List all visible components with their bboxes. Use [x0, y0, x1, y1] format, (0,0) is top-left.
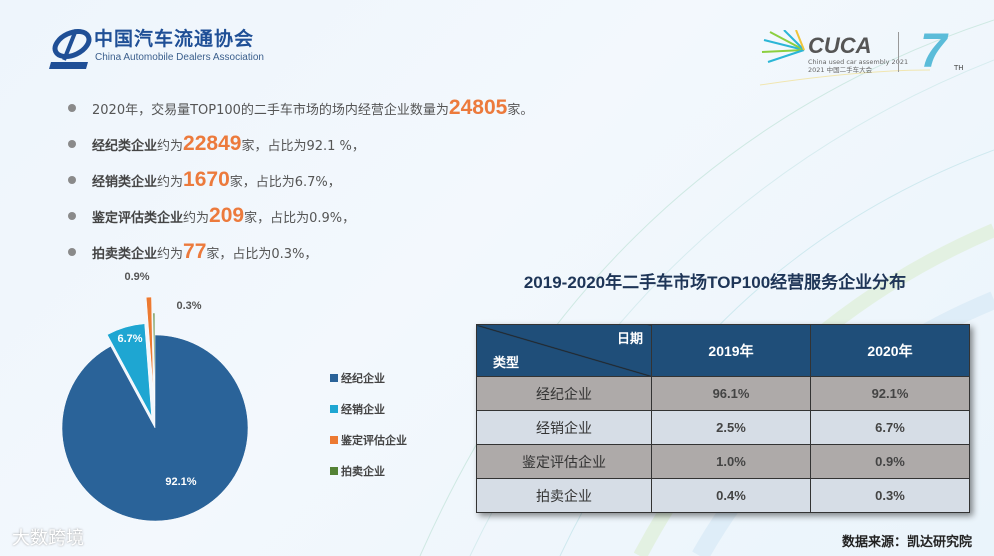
legend-swatch [330, 373, 338, 382]
row-label: 经纪企业 [476, 376, 652, 411]
bullet-icon [68, 248, 76, 256]
event-logo: CUCA [808, 33, 872, 58]
item-text: 约为 [183, 210, 210, 226]
bullet-icon [68, 212, 76, 220]
list-item: 2020年，交易量TOP100的二手车市场的场内经营企业数量为 24805 家。 [68, 90, 533, 126]
event-name-cn: 2021 中国二手车大会 [808, 66, 873, 74]
corner-bottom-label: 类型 [493, 355, 520, 370]
cell-2019: 96.1% [651, 376, 811, 411]
table-title: 2019-2020年二手车市场TOP100经营服务企业分布 [523, 273, 907, 292]
legend-item: 鉴定评估企业 [330, 424, 407, 455]
event-name-en: China used car assembly 2021 [808, 58, 909, 66]
legend-label: 经纪企业 [341, 371, 385, 385]
pie-data-label: 0.9% [124, 271, 149, 283]
distribution-table: 日期类型 2019年 2020年 经纪企业 96.1% 92.1% 经销企业 2.5%… [476, 324, 970, 513]
table-row: 经纪企业 96.1% 92.1% [476, 376, 970, 411]
item-number: 209 [209, 204, 245, 227]
pie-chart: 92.1% 6.7% 0.9% 0.3% [61, 271, 249, 522]
legend-item: 经销企业 [330, 393, 407, 424]
item-text: 约为 [157, 138, 184, 154]
legend-swatch [330, 466, 338, 475]
pie-slice-3 [152, 312, 156, 407]
legend-swatch [330, 435, 338, 444]
cell-2020: 0.9% [810, 444, 970, 479]
item-suffix: 家，占比为6.7%， [229, 174, 341, 190]
edition-number: 7 [920, 25, 947, 78]
bullet-icon [68, 104, 76, 112]
item-prefix: 经纪类企业 [92, 138, 158, 154]
cell-2020: 6.7% [810, 410, 970, 445]
table-row: 拍卖企业 0.4% 0.3% [476, 478, 970, 513]
cell-2020: 0.3% [810, 478, 970, 513]
cell-2019: 1.0% [651, 444, 811, 479]
cell-2019: 0.4% [651, 478, 811, 513]
corner-top-label: 日期 [616, 331, 643, 346]
edition-suffix: TH [954, 64, 964, 72]
row-label: 经销企业 [476, 410, 652, 445]
row-label: 鉴定评估企业 [476, 444, 652, 479]
legend-item: 拍卖企业 [330, 455, 407, 486]
cada-logo-icon [49, 28, 92, 69]
legend-label: 经销企业 [341, 402, 385, 416]
legend-swatch [330, 404, 338, 413]
data-source: 数据来源：凯达研究院 [841, 535, 972, 550]
summary-list: 2020年，交易量TOP100的二手车市场的场内经营企业数量为 24805 家。 经… [68, 90, 533, 270]
item-text: 约为 [157, 246, 184, 262]
pie-data-label: 6.7% [117, 333, 142, 345]
legend-label: 鉴定评估企业 [341, 433, 407, 447]
item-number: 22849 [183, 132, 242, 155]
org-name-en: China Automobile Dealers Association [95, 52, 264, 63]
item-text: 约为 [157, 174, 184, 190]
item-number: 77 [183, 240, 207, 263]
item-suffix: 家，占比为0.3%， [206, 246, 318, 262]
cell-2020: 92.1% [810, 376, 970, 411]
pie-data-label: 92.1% [165, 476, 196, 488]
item-prefix: 鉴定评估类企业 [92, 210, 184, 226]
item-number: 24805 [448, 96, 508, 119]
cuca-burst-icon [761, 30, 805, 63]
watermark: 大数跨境 [12, 528, 84, 549]
cell-2019: 2.5% [651, 410, 811, 445]
item-suffix: 家。 [507, 102, 534, 118]
table-row: 鉴定评估企业 1.0% 0.9% [476, 444, 970, 479]
list-item: 鉴定评估类企业 约为 209 家，占比为0.9%， [68, 198, 533, 234]
pie-data-label: 0.3% [176, 300, 201, 312]
legend-label: 拍卖企业 [341, 464, 385, 478]
table-row: 经销企业 2.5% 6.7% [476, 410, 970, 445]
org-name-cn: 中国汽车流通协会 [94, 28, 255, 50]
corner-header: 日期类型 [476, 324, 652, 377]
chart-legend: 经纪企业 经销企业 鉴定评估企业 拍卖企业 [330, 362, 407, 486]
pie-slice-1 [106, 323, 152, 417]
list-item: 经销类企业 约为 1670 家，占比为6.7%， [68, 162, 533, 198]
table-header-row: 日期类型 2019年 2020年 [476, 324, 970, 377]
item-prefix: 经销类企业 [92, 174, 158, 190]
column-header: 2020年 [810, 324, 970, 377]
item-prefix: 拍卖类企业 [92, 246, 158, 262]
item-suffix: 家，占比为92.1 %， [241, 138, 365, 154]
row-label: 拍卖企业 [476, 478, 652, 513]
pie-slice-2 [145, 296, 154, 391]
bullet-icon [68, 176, 76, 184]
bullet-icon [68, 140, 76, 148]
legend-item: 经纪企业 [330, 362, 407, 393]
pie-slice-0 [61, 334, 249, 522]
item-text: 2020年，交易量TOP100的二手车市场的场内经营企业数量为 [92, 102, 449, 118]
column-header: 2019年 [651, 324, 811, 377]
item-number: 1670 [183, 168, 230, 191]
logo-divider [898, 32, 899, 72]
item-suffix: 家，占比为0.9%， [244, 210, 356, 226]
list-item: 经纪类企业 约为 22849 家，占比为92.1 %， [68, 126, 533, 162]
list-item: 拍卖类企业 约为 77 家，占比为0.3%， [68, 234, 533, 270]
